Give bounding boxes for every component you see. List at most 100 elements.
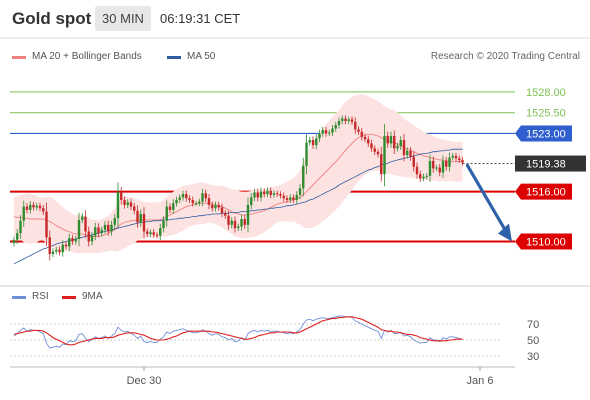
candle-body	[178, 197, 181, 200]
candle	[269, 187, 272, 199]
candle-body	[243, 219, 246, 225]
candle	[451, 152, 454, 161]
candle-body	[324, 130, 328, 134]
candle	[321, 126, 324, 137]
candle	[84, 210, 87, 238]
instrument-title: Gold spot	[12, 9, 92, 28]
candle-body	[133, 206, 136, 211]
chart-overlay: 1519.38	[462, 155, 586, 242]
candle-body	[315, 138, 318, 146]
candle	[305, 134, 308, 175]
candle	[318, 129, 321, 143]
candle-body	[116, 191, 120, 219]
candle	[45, 202, 48, 247]
candle	[334, 121, 337, 132]
candle	[204, 189, 207, 202]
candle-body	[438, 167, 441, 173]
candle	[402, 133, 406, 162]
candle	[302, 157, 305, 197]
candle-body	[159, 228, 162, 236]
timeframe-selector[interactable]: 30 MIN	[95, 6, 151, 31]
candle	[233, 216, 237, 233]
legend-label-ma50: MA 50	[187, 51, 216, 62]
candle-body	[165, 206, 168, 221]
candle	[461, 156, 464, 166]
candle-body	[461, 160, 464, 163]
candle-body	[289, 197, 292, 200]
candle	[389, 131, 393, 148]
candle	[308, 136, 311, 146]
candle	[97, 223, 100, 238]
candle	[191, 196, 194, 207]
candle-body	[415, 166, 419, 175]
candle	[243, 215, 246, 229]
candle	[298, 184, 302, 200]
candle	[350, 116, 354, 125]
candle-body	[107, 224, 110, 232]
candle-body	[435, 167, 438, 169]
candle-body	[188, 198, 191, 200]
candle	[90, 231, 94, 246]
candle	[285, 195, 289, 203]
candle	[22, 200, 25, 227]
candle-body	[298, 188, 302, 195]
candle	[188, 195, 191, 203]
candle-body	[380, 154, 383, 175]
candle	[110, 220, 113, 236]
candle-body	[367, 139, 370, 144]
candle-body	[240, 219, 243, 227]
candle	[139, 209, 142, 227]
candle-body	[35, 205, 38, 208]
candle	[406, 147, 409, 159]
candle	[227, 210, 230, 230]
candle-body	[149, 232, 152, 234]
ma9-swatch	[62, 296, 76, 299]
candle-body	[185, 194, 188, 199]
candle	[175, 196, 178, 207]
candle-body	[432, 160, 435, 169]
candle	[29, 201, 32, 214]
forecast-arrow-head	[498, 223, 512, 242]
candle	[100, 226, 103, 237]
candle	[207, 194, 211, 210]
candle-body	[22, 206, 25, 221]
candle	[103, 221, 107, 234]
candle-body	[328, 132, 331, 134]
candle	[272, 190, 276, 198]
forecast-arrow-shaft	[465, 163, 508, 234]
candle	[282, 192, 285, 202]
time-axis: Dec 30 Jan 6	[127, 367, 493, 387]
candle-body	[441, 160, 445, 173]
candle-body	[126, 202, 129, 205]
candle	[419, 170, 422, 182]
candle	[58, 246, 61, 256]
candle-body	[230, 220, 233, 225]
candle	[126, 199, 129, 209]
last-price-label: 1519.38	[526, 159, 566, 171]
candle-body	[344, 118, 347, 121]
candle-body	[155, 234, 159, 236]
candle	[185, 190, 188, 202]
candle	[441, 155, 445, 178]
candle-body	[279, 194, 282, 196]
level-tag-1510.00	[515, 233, 572, 250]
candle-body	[360, 131, 363, 137]
rsi-tick-50: 50	[527, 335, 539, 347]
candle	[344, 115, 347, 125]
candle-body	[214, 204, 217, 209]
candle-body	[389, 135, 393, 144]
candle-body	[172, 203, 175, 210]
candle-body	[227, 215, 230, 225]
candle	[396, 142, 399, 152]
candle-body	[204, 193, 207, 199]
candle-body	[71, 238, 74, 242]
candle	[81, 213, 84, 224]
candle-body	[458, 158, 461, 161]
candle	[51, 248, 55, 258]
candle	[68, 233, 71, 252]
candle	[113, 214, 116, 229]
candle-body	[428, 160, 432, 176]
candle	[194, 200, 198, 206]
candle-body	[399, 140, 402, 146]
